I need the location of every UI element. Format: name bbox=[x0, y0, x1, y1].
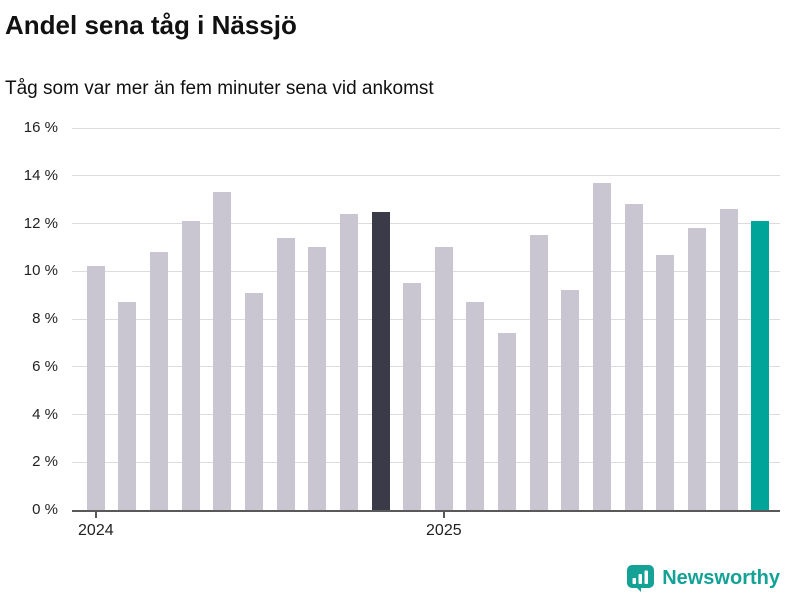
bar bbox=[181, 221, 200, 510]
y-axis-tick-label: 10 % bbox=[23, 262, 58, 280]
bar bbox=[687, 228, 706, 510]
page-title: Andel sena tåg i Nässjö bbox=[5, 10, 297, 40]
y-axis-tick-label: 16 % bbox=[23, 119, 58, 136]
newsworthy-logo: Newsworthy bbox=[627, 565, 780, 592]
bar bbox=[656, 254, 675, 510]
x-axis-tick-label: 2024 bbox=[78, 522, 114, 539]
bar bbox=[371, 211, 390, 510]
bar bbox=[276, 237, 295, 510]
x-axis-tick-label: 2025 bbox=[426, 522, 462, 539]
bar bbox=[434, 247, 453, 510]
y-axis-tick-label: 8 % bbox=[32, 310, 58, 327]
gridline bbox=[72, 175, 780, 177]
bar bbox=[213, 192, 232, 510]
bar bbox=[466, 302, 485, 510]
bar bbox=[751, 221, 770, 510]
bar bbox=[561, 290, 580, 510]
y-axis-tick-label: 6 % bbox=[32, 357, 58, 375]
bar bbox=[624, 204, 643, 510]
bar bbox=[593, 182, 611, 510]
x-axis-tick-mark bbox=[442, 512, 445, 518]
gridline bbox=[72, 318, 780, 320]
gridline bbox=[72, 127, 780, 129]
bar bbox=[245, 292, 263, 510]
gridline bbox=[72, 270, 780, 272]
bar bbox=[719, 209, 738, 510]
bar bbox=[150, 252, 169, 510]
bar bbox=[529, 235, 548, 510]
y-axis-tick-label: 12 % bbox=[23, 214, 58, 232]
bar bbox=[86, 266, 105, 510]
y-axis-tick-label: 0 % bbox=[32, 501, 58, 518]
gridline bbox=[72, 461, 780, 463]
newsworthy-chart-icon bbox=[627, 565, 655, 592]
gridline bbox=[72, 223, 780, 224]
gridline bbox=[72, 366, 780, 368]
bar bbox=[339, 213, 358, 510]
y-axis-tick-label: 2 % bbox=[32, 453, 58, 471]
x-axis-tick-mark bbox=[94, 512, 97, 518]
bar bbox=[118, 302, 137, 510]
chart-subtitle: Tåg som var mer än fem minuter sena vid … bbox=[5, 78, 434, 99]
y-axis-tick-label: 14 % bbox=[23, 166, 58, 184]
gridline bbox=[72, 414, 780, 415]
x-axis-line bbox=[72, 510, 780, 512]
newsworthy-wordmark: Newsworthy bbox=[662, 567, 780, 589]
y-axis-tick-label: 4 % bbox=[32, 405, 58, 423]
bar bbox=[403, 283, 422, 510]
bar bbox=[498, 333, 517, 510]
bar bbox=[308, 247, 327, 510]
